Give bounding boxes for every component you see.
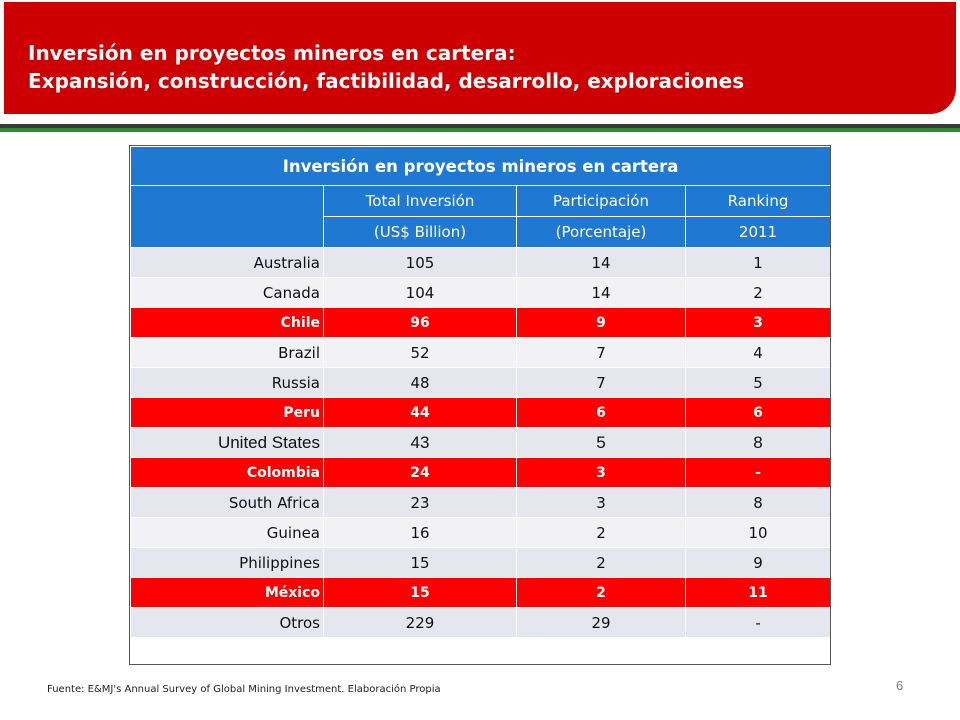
table-row: United States 43 5 8 [130, 427, 832, 458]
share-cell: 9 [516, 307, 686, 338]
country-cell: México [130, 577, 324, 608]
share-cell: 14 [516, 247, 686, 278]
total-cell: 44 [323, 397, 517, 428]
country-cell: Guinea [130, 517, 324, 548]
country-cell: Peru [130, 397, 324, 428]
rank-cell: 5 [684, 367, 832, 398]
table-subheader-row: (US$ Billion) (Porcentaje) 2011 [131, 216, 832, 248]
country-cell: South Africa [130, 487, 324, 518]
total-cell: 24 [323, 457, 517, 488]
table-row: Guinea 16 2 10 [130, 517, 832, 548]
share-cell: 2 [516, 517, 686, 548]
rank-cell: 8 [684, 487, 832, 518]
table-row: Colombia 24 3- [130, 457, 832, 488]
total-cell: 105 [323, 247, 517, 278]
table-row: Chile 96 9 3 [130, 307, 832, 338]
total-cell: 15 [323, 547, 517, 578]
total-cell: 23 [323, 487, 517, 518]
investment-table: Inversión en proyectos mineros en carter… [129, 146, 832, 638]
country-cell: Otros [130, 607, 324, 638]
table-row: México 15 2 11 [130, 577, 832, 608]
share-cell: 2 [516, 547, 686, 578]
share-cell: 3 [516, 457, 686, 488]
table-row: Philippines 15 2 9 [130, 547, 832, 578]
table-row: South Africa 23 3 8 [130, 487, 832, 518]
header-rank-year: 2011 [684, 216, 832, 248]
title-banner: Inversión en proyectos mineros en carter… [4, 2, 956, 114]
source-note: Fuente: E&MJ's Annual Survey of Global M… [47, 684, 441, 695]
header-share: Participación [516, 185, 686, 217]
rank-cell: - [684, 607, 832, 638]
country-cell: Canada [130, 277, 324, 308]
divider-dark [0, 124, 960, 128]
table-row: Otros 229 29- [130, 607, 832, 638]
table-row: Russia 48 7 5 [130, 367, 832, 398]
divider-green [0, 128, 960, 132]
share-cell: 7 [516, 367, 686, 398]
slide-subtitle: Expansión, construcción, factibilidad, d… [28, 69, 745, 93]
share-cell: 5 [516, 427, 686, 458]
slide-title: Inversión en proyectos mineros en carter… [28, 41, 516, 65]
share-cell: 2 [516, 577, 686, 608]
table-row: Canada 104 14 2 [130, 277, 832, 308]
rank-cell: 11 [684, 577, 832, 608]
header-share-unit: (Porcentaje) [516, 216, 686, 248]
country-cell: Brazil [130, 337, 324, 368]
rank-cell: 2 [684, 277, 832, 308]
header-rank: Ranking [684, 185, 832, 217]
total-cell: 16 [323, 517, 517, 548]
header-total: Total Inversión [323, 185, 517, 217]
rank-cell: 8 [684, 427, 832, 458]
table-row: Brazil 52 7 4 [130, 337, 832, 368]
page-number: 6 [896, 678, 904, 693]
country-cell: Colombia [130, 457, 324, 488]
table-row: Australia 105 14 1 [130, 247, 832, 278]
rank-cell: - [684, 457, 832, 488]
total-cell: 52 [323, 337, 517, 368]
share-cell: 3 [516, 487, 686, 518]
table-title: Inversión en proyectos mineros en carter… [129, 146, 832, 186]
rank-cell: 4 [684, 337, 832, 368]
total-cell: 104 [323, 277, 517, 308]
total-cell: 15 [323, 577, 517, 608]
share-cell: 29 [516, 607, 686, 638]
total-cell: 43 [323, 427, 517, 458]
share-cell: 7 [516, 337, 686, 368]
total-cell: 96 [323, 307, 517, 338]
table-row: Peru 44 6 6 [130, 397, 832, 428]
table-header-row: Total Inversión Participación Ranking [130, 185, 832, 248]
header-total-unit: (US$ Billion) [323, 216, 517, 248]
total-cell: 229 [323, 607, 517, 638]
share-cell: 14 [516, 277, 686, 308]
rank-cell: 6 [684, 397, 832, 428]
share-cell: 6 [516, 397, 686, 428]
country-cell: United States [130, 427, 324, 458]
country-cell: Russia [130, 367, 324, 398]
table-body: Australia 105 14 1 Canada 104 14 2 Chile 96 9 3 Braz… [130, 247, 832, 638]
rank-cell: 1 [684, 247, 832, 278]
country-cell: Chile [130, 307, 324, 338]
total-cell: 48 [323, 367, 517, 398]
rank-cell: 9 [684, 547, 832, 578]
header-corner [130, 185, 324, 248]
rank-cell: 3 [684, 307, 832, 338]
country-cell: Australia [130, 247, 324, 278]
table-title-row: Inversión en proyectos mineros en carter… [129, 146, 832, 186]
country-cell: Philippines [130, 547, 324, 578]
rank-cell: 10 [684, 517, 832, 548]
